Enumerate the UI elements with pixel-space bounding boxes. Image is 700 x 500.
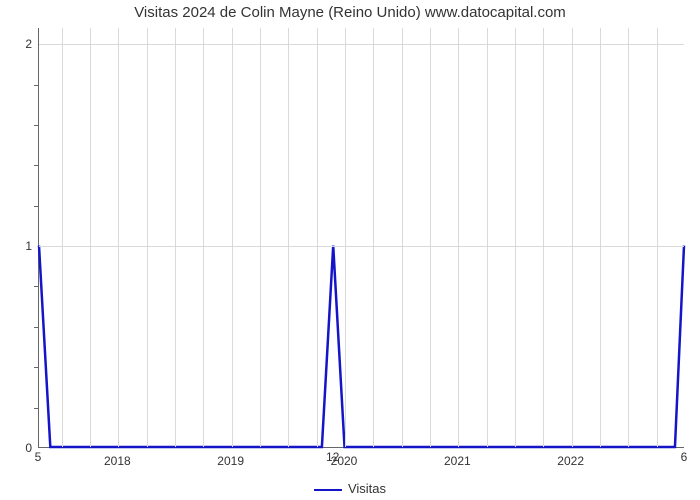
gridline-vertical: [62, 28, 63, 447]
x-tick-label: 2022: [557, 454, 584, 468]
y-minor-tick: [34, 408, 38, 409]
gridline-vertical: [288, 28, 289, 447]
legend-label: Visitas: [348, 481, 386, 496]
gridline-vertical: [203, 28, 204, 447]
gridline-vertical: [373, 28, 374, 447]
gridline-vertical: [543, 28, 544, 447]
x-tick-label: 2018: [104, 454, 131, 468]
data-point-label: 5: [35, 450, 42, 464]
plot-area: [38, 28, 684, 448]
y-minor-tick: [34, 125, 38, 126]
data-point-label: 12: [326, 450, 339, 464]
legend: Visitas: [0, 481, 700, 496]
gridline-vertical: [260, 28, 261, 447]
y-tick-label: 1: [0, 239, 32, 253]
gridline-horizontal: [39, 44, 684, 45]
chart-title: Visitas 2024 de Colin Mayne (Reino Unido…: [0, 4, 700, 21]
y-minor-tick: [34, 85, 38, 86]
visits-line-chart: Visitas 2024 de Colin Mayne (Reino Unido…: [0, 0, 700, 500]
gridline-vertical: [175, 28, 176, 447]
y-tick-label: 0: [0, 441, 32, 455]
gridline-vertical: [572, 28, 573, 447]
gridline-vertical: [430, 28, 431, 447]
gridline-vertical: [600, 28, 601, 447]
data-point-label: 6: [681, 450, 688, 464]
y-minor-tick: [34, 367, 38, 368]
series-line: [39, 28, 684, 447]
y-minor-tick: [34, 286, 38, 287]
y-minor-tick: [34, 165, 38, 166]
gridline-vertical: [628, 28, 629, 447]
y-minor-tick: [34, 206, 38, 207]
gridline-vertical: [147, 28, 148, 447]
gridline-vertical: [515, 28, 516, 447]
gridline-vertical: [118, 28, 119, 447]
gridline-vertical: [657, 28, 658, 447]
y-minor-tick: [34, 327, 38, 328]
gridline-vertical: [402, 28, 403, 447]
legend-swatch: [314, 489, 342, 491]
gridline-vertical: [458, 28, 459, 447]
x-tick-label: 2021: [444, 454, 471, 468]
gridline-vertical: [345, 28, 346, 447]
gridline-vertical: [487, 28, 488, 447]
gridline-vertical: [90, 28, 91, 447]
x-tick-label: 2019: [217, 454, 244, 468]
gridline-vertical: [317, 28, 318, 447]
y-tick-label: 2: [0, 37, 32, 51]
gridline-vertical: [232, 28, 233, 447]
gridline-horizontal: [39, 246, 684, 247]
